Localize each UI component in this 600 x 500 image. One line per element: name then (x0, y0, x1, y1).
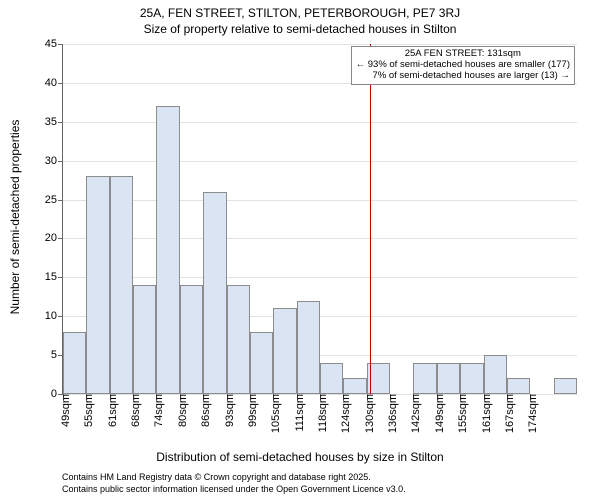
xtick-label: 142sqm (404, 394, 422, 433)
chart-container: 25A, FEN STREET, STILTON, PETERBOROUGH, … (0, 0, 600, 500)
histogram-bar (110, 176, 133, 394)
histogram-bar (297, 301, 320, 394)
xtick-label: 155sqm (451, 394, 469, 433)
histogram-bar (133, 285, 156, 394)
gridline (63, 200, 577, 201)
histogram-bar (180, 285, 203, 394)
histogram-bar (86, 176, 109, 394)
xtick-label: 61sqm (101, 394, 119, 427)
chart-title-line2: Size of property relative to semi-detach… (0, 22, 600, 36)
xtick-label: 80sqm (171, 394, 189, 427)
xtick-label: 136sqm (381, 394, 399, 433)
plot-area: 05101520253035404549sqm55sqm61sqm68sqm74… (62, 44, 577, 395)
xtick-label: 86sqm (194, 394, 212, 427)
xtick-label: 74sqm (147, 394, 165, 427)
histogram-bar (156, 106, 179, 394)
histogram-bar (273, 308, 296, 394)
annotation-line3: 7% of semi-detached houses are larger (1… (356, 71, 570, 82)
ytick-label: 5 (51, 349, 63, 361)
gridline (63, 122, 577, 123)
xtick-label: 55sqm (77, 394, 95, 427)
histogram-bar (343, 378, 366, 394)
gridline (63, 161, 577, 162)
xtick-label: 68sqm (124, 394, 142, 427)
xtick-label: 161sqm (475, 394, 493, 433)
histogram-bar (507, 378, 530, 394)
chart-title-line1: 25A, FEN STREET, STILTON, PETERBOROUGH, … (0, 6, 600, 20)
xtick-label: 174sqm (521, 394, 539, 433)
ytick-label: 10 (45, 310, 63, 322)
footer-line2: Contains public sector information licen… (62, 484, 406, 494)
xtick-label: 130sqm (358, 394, 376, 433)
reference-line (370, 44, 371, 394)
histogram-bar (250, 332, 273, 394)
xtick-label: 93sqm (218, 394, 236, 427)
histogram-bar (203, 192, 226, 394)
histogram-bar (554, 378, 577, 394)
xtick-label: 149sqm (428, 394, 446, 433)
xtick-label: 124sqm (334, 394, 352, 433)
gridline (63, 44, 577, 45)
ytick-label: 45 (45, 38, 63, 50)
y-axis-label: Number of semi-detached properties (8, 107, 22, 327)
xtick-label: 105sqm (264, 394, 282, 433)
xtick-label: 167sqm (498, 394, 516, 433)
histogram-bar (460, 363, 483, 394)
ytick-label: 40 (45, 77, 63, 89)
xtick-label: 111sqm (288, 394, 306, 432)
ytick-label: 25 (45, 194, 63, 206)
histogram-bar (437, 363, 460, 394)
ytick-label: 15 (45, 271, 63, 283)
footer-line1: Contains HM Land Registry data © Crown c… (62, 472, 371, 482)
histogram-bar (227, 285, 250, 394)
ytick-label: 35 (45, 116, 63, 128)
gridline (63, 238, 577, 239)
gridline (63, 277, 577, 278)
histogram-bar (63, 332, 86, 394)
ytick-label: 30 (45, 155, 63, 167)
histogram-bar (413, 363, 436, 394)
histogram-bar (484, 355, 507, 394)
xtick-label: 118sqm (311, 394, 329, 432)
annotation-box: 25A FEN STREET: 131sqm← 93% of semi-deta… (351, 46, 575, 85)
ytick-label: 20 (45, 232, 63, 244)
xtick-label: 99sqm (241, 394, 259, 427)
xtick-label: 49sqm (54, 394, 72, 427)
x-axis-label: Distribution of semi-detached houses by … (0, 450, 600, 464)
histogram-bar (320, 363, 343, 394)
